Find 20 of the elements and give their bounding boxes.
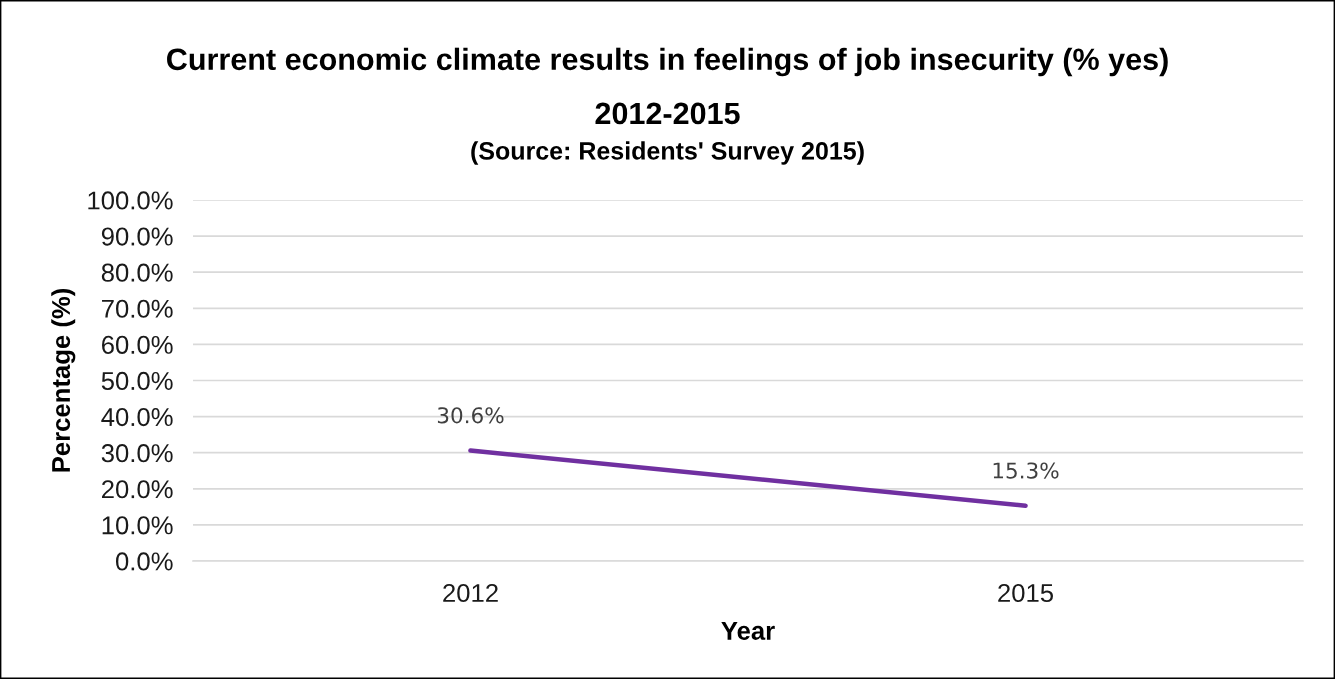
text: (Source: Residents' Survey 2015) [471,141,864,165]
y-axis-title: Percentage (%) [51,288,76,472]
y-tick-label: 10.0% [102,516,173,535]
y-tick-label: 0.0% [116,552,173,571]
y-tick-label: 90.0% [101,227,173,246]
y-tick-label: 70.0% [102,299,173,318]
x-tick-label: 2015 [998,583,1054,603]
y-tick-label: 80.0% [101,263,173,282]
data-label: 15.3% [993,462,1059,479]
y-tick-label: 100.0% [88,191,173,210]
y-tick-label: 60.0% [102,335,173,354]
x-axis-title: Year [721,622,775,640]
y-tick-label: 30.0% [101,444,173,463]
chart-subtitle: 2012-2015 [595,102,740,125]
data-label: 30.6% [437,407,504,424]
y-tick-label: 50.0% [101,371,173,391]
y-tick-label: 20.0% [102,480,173,499]
y-tick-label: 40.0% [101,407,173,427]
chart-title: Current economic climate results in feelings of job insecurity (% yes) [167,47,1168,77]
x-tick-label: 2012 [443,583,498,603]
